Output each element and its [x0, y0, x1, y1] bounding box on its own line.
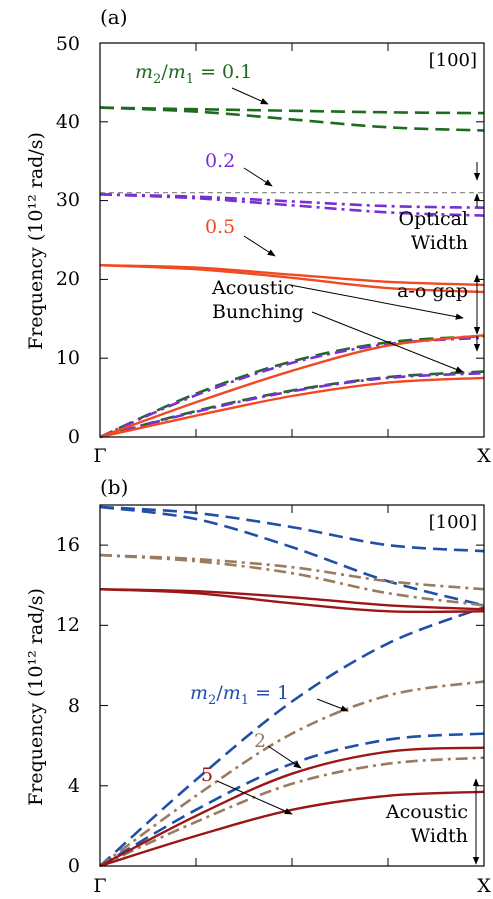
panel-b-ytick: 4	[68, 775, 80, 797]
ratio-label-1: m2/m1 = 1	[190, 682, 289, 708]
panel-a-xtick-gamma: Γ	[93, 445, 106, 467]
series-line-b-1-branch-2	[99, 553, 485, 607]
panel-b-xtick-x: X	[477, 875, 491, 897]
panel-b: (b) Frequency (10¹² rad/s) 0 4 8 12 16 Γ…	[25, 475, 491, 897]
series-line-b-0-branch-2	[99, 505, 485, 607]
series-line-b-1-branch-1	[99, 680, 485, 868]
acoustic-width-label-2: Width	[411, 825, 468, 847]
acoustic-bunching-label: Acoustic	[211, 277, 294, 299]
series-line-a-0-branch-2	[99, 106, 485, 115]
panel-a-ytick: 30	[56, 189, 80, 211]
series-line-a-1-branch-3	[99, 193, 485, 217]
panel-a-ylabel: Frequency (10¹² rad/s)	[25, 132, 47, 350]
arrow-1	[316, 698, 349, 712]
panel-a-xtick-x: X	[477, 445, 491, 467]
arrow-01	[231, 87, 269, 105]
panel-a-ytick: 20	[56, 268, 80, 290]
panel-a-ytick: 50	[56, 33, 80, 55]
arrow-5	[216, 780, 293, 815]
optical-label: Optical	[399, 208, 469, 230]
panel-b-direction: [100]	[429, 512, 477, 533]
arrow-2	[267, 745, 302, 769]
ao-gap-label: a-o gap	[397, 280, 468, 302]
series-line-b-0-branch-0	[99, 732, 485, 868]
series-line-b-2-branch-1	[99, 746, 485, 868]
series-line-b-1-branch-0	[99, 756, 485, 868]
series-line-a-2-branch-0	[99, 376, 485, 439]
label-02: 0.2	[205, 150, 235, 172]
series-line-b-1-branch-3	[99, 553, 485, 591]
panel-b-ticks	[100, 505, 484, 867]
bunching-arrow-upper	[289, 284, 464, 320]
panel-a-label: (a)	[100, 5, 128, 29]
panel-a-ytick: 40	[56, 111, 80, 133]
optical-width-label: Width	[411, 232, 468, 254]
bunching-label: Bunching	[212, 301, 304, 323]
panel-a-curves	[99, 106, 485, 439]
series-line-a-2-branch-3	[99, 264, 485, 294]
panel-a-direction: [100]	[429, 50, 477, 71]
panel-b-ylabel: Frequency (10¹² rad/s)	[25, 588, 47, 806]
ratio-label-01: m2/m1 = 0.1	[135, 61, 252, 87]
arrow-02	[243, 167, 273, 187]
series-line-a-2-branch-1	[99, 334, 485, 439]
panel-a-ytick: 0	[68, 426, 80, 448]
panel-b-ytick: 8	[68, 695, 80, 717]
series-line-a-1-branch-0	[99, 371, 485, 439]
label-05: 0.5	[205, 216, 235, 238]
label-5: 5	[201, 764, 213, 786]
series-line-b-2-branch-3	[99, 588, 485, 611]
panel-b-ytick: 0	[68, 855, 80, 877]
bunching-arrow-lower	[311, 311, 464, 373]
panel-b-xtick-gamma: Γ	[93, 875, 106, 897]
panel-b-ytick: 12	[56, 614, 80, 636]
series-line-b-0-branch-3	[99, 505, 485, 553]
series-line-a-0-branch-1	[99, 334, 485, 439]
acoustic-width-label: Acoustic	[385, 801, 468, 823]
panel-a: (a) Frequency (10¹² rad/s) 0 10 20 30 40…	[25, 5, 491, 467]
series-line-a-1-branch-2	[99, 193, 485, 209]
series-line-a-0-branch-0	[99, 370, 485, 439]
panel-b-ytick: 16	[56, 534, 80, 556]
series-line-a-0-branch-3	[99, 106, 485, 132]
label-2: 2	[254, 730, 266, 752]
panel-b-label: (b)	[100, 475, 128, 499]
series-line-b-0-branch-1	[99, 606, 485, 867]
panel-a-ytick: 10	[56, 347, 80, 369]
arrow-05	[243, 235, 276, 257]
